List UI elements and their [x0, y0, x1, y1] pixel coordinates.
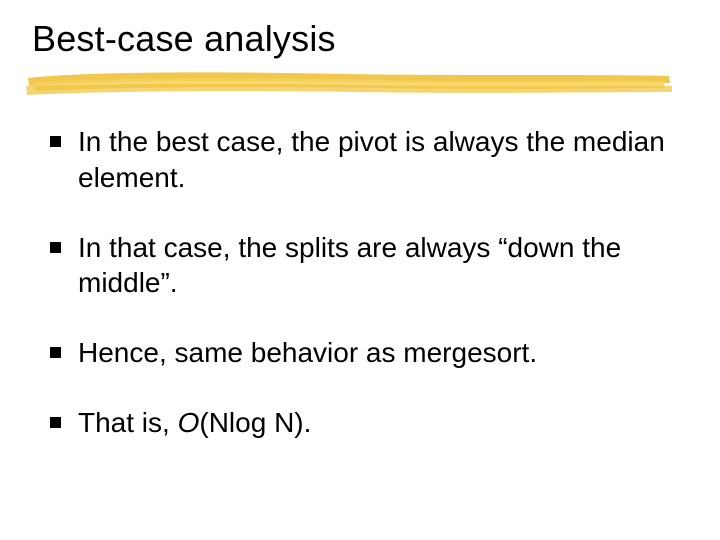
slide-title: Best-case analysis [32, 18, 690, 60]
bullet-text-suffix: (Nlog N). [199, 407, 311, 438]
bullet-text: In the best case, the pivot is always th… [78, 126, 665, 193]
bullet-text-prefix: That is, [78, 407, 178, 438]
slide: Best-case analysis In the best case, the… [0, 0, 720, 540]
bullet-item: That is, O(Nlog N). [48, 405, 672, 441]
bullet-item: Hence, same behavior as mergesort. [48, 335, 672, 371]
bullet-list: In the best case, the pivot is always th… [30, 124, 690, 441]
title-underline [24, 68, 674, 98]
bullet-text: Hence, same behavior as mergesort. [78, 337, 537, 368]
bullet-text: In that case, the splits are always “dow… [78, 232, 621, 299]
bullet-text-italic: O [178, 407, 200, 438]
bullet-item: In that case, the splits are always “dow… [48, 230, 672, 302]
bullet-item: In the best case, the pivot is always th… [48, 124, 672, 196]
brush-underline-svg [24, 68, 674, 98]
